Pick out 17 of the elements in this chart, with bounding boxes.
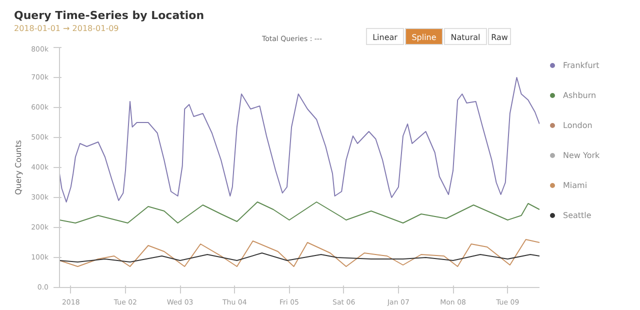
- legend-label: Seattle: [563, 210, 592, 220]
- line-series: [60, 252, 540, 262]
- line-series: [60, 77, 540, 202]
- chart-subtitle: 2018-01-01 → 2018-01-09: [14, 23, 119, 34]
- legend-label: Frankfurt: [563, 60, 600, 70]
- legend-label: London: [563, 120, 592, 130]
- legend-label: New York: [563, 150, 600, 160]
- text: Raw: [488, 28, 511, 45]
- y-axis-title: Query Counts: [14, 140, 24, 195]
- legend-label: Ashburn: [563, 90, 596, 100]
- chart-title: Query Time-Series by Location: [14, 8, 204, 24]
- legend-label: Miami: [563, 180, 588, 190]
- text: Spline: [405, 28, 443, 45]
- text: Natural: [444, 28, 487, 45]
- line-series: [60, 239, 540, 267]
- text: Linear: [366, 28, 404, 45]
- line-series: [60, 202, 540, 224]
